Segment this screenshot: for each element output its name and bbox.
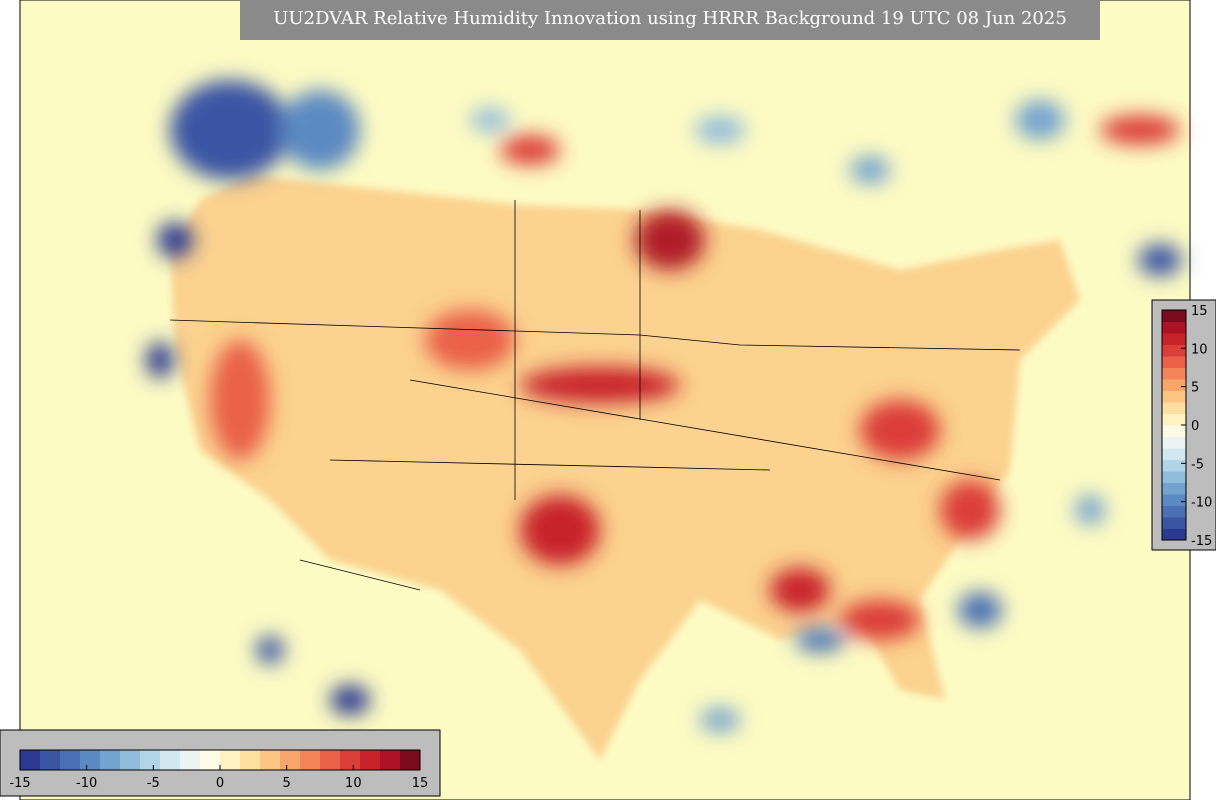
- colorbar-segment: [20, 750, 41, 770]
- map-title: UU2DVAR Relative Humidity Innovation usi…: [273, 8, 1067, 29]
- colorbar-segment: [1162, 379, 1186, 391]
- tick-label: 5: [283, 776, 291, 791]
- tick-label: 5: [1191, 381, 1199, 396]
- colorbar-segment: [260, 750, 281, 770]
- tick-label: 0: [216, 776, 224, 791]
- colorbar-segment: [180, 750, 201, 770]
- colorbar-segment: [1162, 505, 1186, 518]
- colorbar-segment: [340, 750, 361, 770]
- tick-label: -5: [1191, 457, 1204, 472]
- colorbar-segment: [1162, 356, 1186, 368]
- colorbar-segment: [1162, 436, 1186, 449]
- colorbar-segment: [240, 750, 261, 770]
- colorbar-segment: [300, 750, 321, 770]
- colorbar-segment: [40, 750, 61, 770]
- tick-label: 10: [345, 776, 362, 791]
- title-box: UU2DVAR Relative Humidity Innovation usi…: [240, 0, 1100, 40]
- colorbar-segment: [100, 750, 121, 770]
- colorbar-segment: [1162, 471, 1186, 483]
- state-borders: [169, 200, 1021, 591]
- tick-label: -15: [9, 776, 30, 791]
- colorbar-segment: [280, 750, 301, 770]
- tick-label: 15: [412, 776, 429, 791]
- colorbar-segment: [80, 750, 101, 770]
- colorbar-segment: [120, 750, 141, 770]
- colorbar-segment: [1162, 321, 1186, 334]
- colorbar-segment: [1162, 517, 1186, 529]
- colorbar-segment: [200, 750, 221, 770]
- colorbar-segment: [140, 750, 161, 770]
- colorbar-segment: [1162, 448, 1186, 460]
- colorbar-segment: [1162, 425, 1186, 437]
- colorbar-segment: [400, 750, 421, 770]
- colorbar-segment: [1162, 310, 1186, 322]
- colorbar-segment: [1162, 413, 1186, 426]
- tick-label: -10: [76, 776, 97, 791]
- colorbar-segment: [320, 750, 341, 770]
- colorbar-segment: [1162, 367, 1186, 380]
- title-background: [240, 0, 1100, 40]
- tick-label: -15: [1191, 534, 1212, 549]
- colorbar-segment: [1162, 390, 1186, 403]
- colorbar-segment: [1162, 528, 1186, 541]
- colorbars: -15 -15 -10 -10 -5 -5 0 0 5 5 10 10 15 15: [9, 304, 1212, 791]
- tick-label: 0: [1191, 419, 1199, 434]
- colorbar-segment: [1162, 494, 1186, 506]
- tick-label: -10: [1191, 496, 1212, 511]
- tick-label: 10: [1191, 342, 1208, 357]
- colorbar-segment: [60, 750, 81, 770]
- colorbar-segment: [160, 750, 181, 770]
- colorbar-segment: [360, 750, 381, 770]
- colorbar-segment: [1162, 402, 1186, 414]
- tick-label: 15: [1191, 304, 1208, 319]
- colorbar-segment: [220, 750, 241, 770]
- colorbar-segment: [1162, 333, 1186, 345]
- colorbar-segment: [380, 750, 401, 770]
- colorbar-segment: [1162, 344, 1186, 357]
- tick-label: -5: [147, 776, 160, 791]
- map-field: [146, 80, 1182, 760]
- colorbar-segment: [1162, 482, 1186, 495]
- colorbar-segment: [1162, 459, 1186, 472]
